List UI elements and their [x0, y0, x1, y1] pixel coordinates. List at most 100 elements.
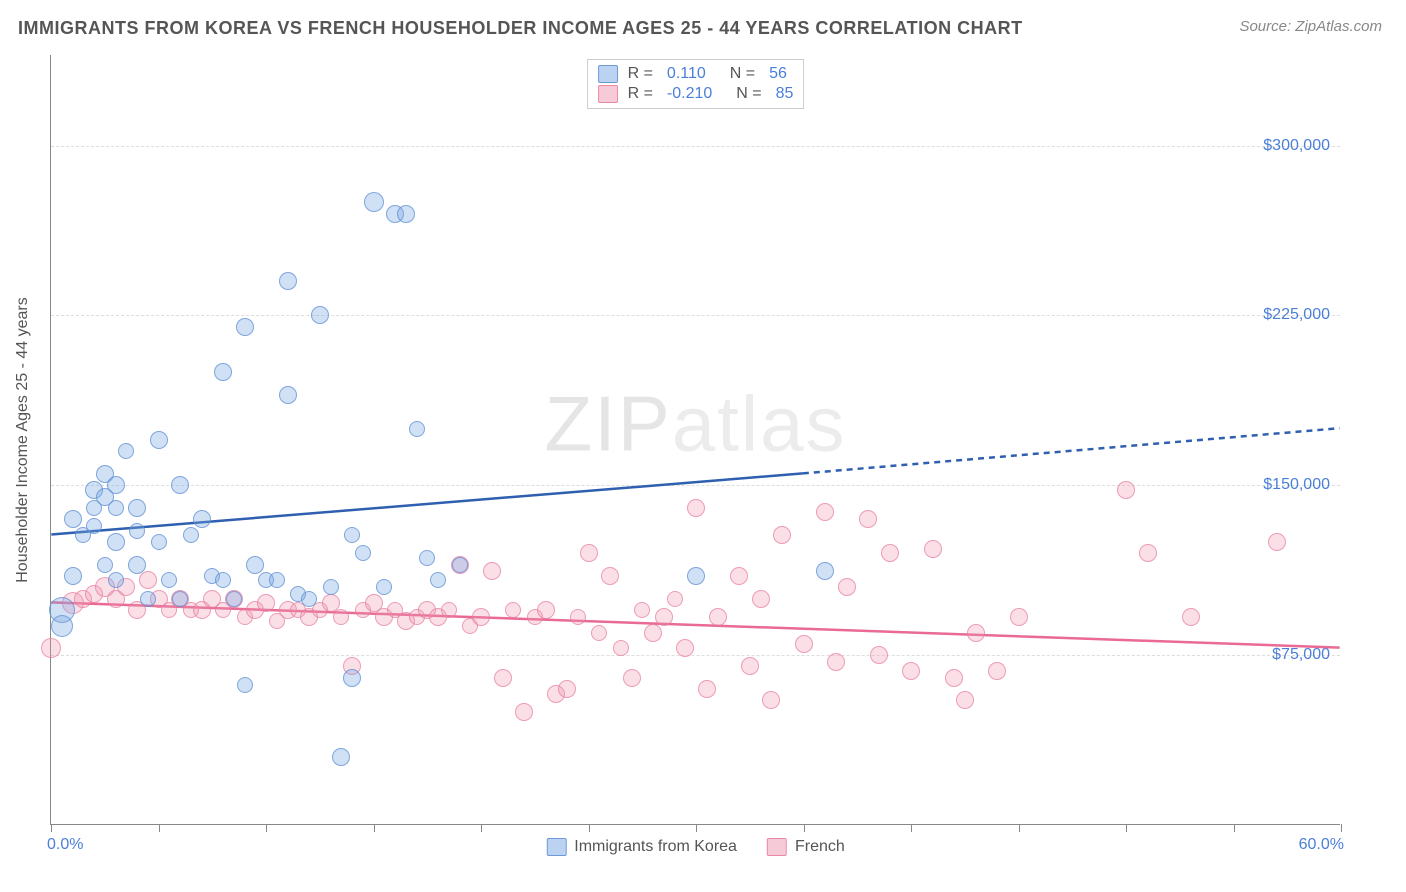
data-point [816, 503, 834, 521]
legend-r-pink: -0.210 [663, 85, 712, 103]
x-tick [1126, 824, 1127, 832]
data-point [676, 639, 694, 657]
legend-r-label: R = [628, 65, 653, 83]
data-point [128, 499, 146, 517]
x-tick [589, 824, 590, 832]
data-point [128, 556, 146, 574]
x-axis-min-label: 0.0% [47, 836, 83, 854]
data-point [1010, 608, 1028, 626]
data-point [452, 557, 468, 573]
data-point [237, 677, 253, 693]
data-point [902, 662, 920, 680]
data-point [193, 510, 211, 528]
data-point [1182, 608, 1200, 626]
data-point [161, 572, 177, 588]
data-point [623, 669, 641, 687]
legend-r-label: R = [628, 85, 653, 103]
legend-item-korea: Immigrants from Korea [546, 838, 737, 856]
x-tick [159, 824, 160, 832]
data-point [924, 540, 942, 558]
data-point [988, 662, 1006, 680]
data-point [279, 386, 297, 404]
data-point [1139, 544, 1157, 562]
correlation-legend: R = 0.110 N = 56 R = -0.210 N = 85 [587, 59, 805, 109]
gridline [51, 315, 1340, 316]
data-point [709, 608, 727, 626]
legend-n-label: N = [722, 85, 761, 103]
data-point [644, 624, 662, 642]
gridline [51, 485, 1340, 486]
gridline [51, 146, 1340, 147]
data-point [344, 527, 360, 543]
y-tick-label: $150,000 [1263, 476, 1330, 494]
legend-n-label: N = [716, 65, 755, 83]
data-point [172, 591, 188, 607]
data-point [397, 205, 415, 223]
data-point [118, 443, 134, 459]
data-point [311, 306, 329, 324]
legend-label-korea: Immigrants from Korea [574, 838, 737, 856]
data-point [364, 192, 384, 212]
data-point [64, 510, 82, 528]
data-point [323, 579, 339, 595]
x-tick [1019, 824, 1020, 832]
data-point [827, 653, 845, 671]
data-point [870, 646, 888, 664]
data-point [246, 556, 264, 574]
data-point [795, 635, 813, 653]
data-point [945, 669, 963, 687]
data-point [1117, 481, 1135, 499]
scatter-plot-area: Householder Income Ages 25 - 44 years ZI… [50, 55, 1340, 825]
y-axis-title: Householder Income Ages 25 - 44 years [14, 297, 32, 583]
data-point [655, 608, 673, 626]
data-point [139, 571, 157, 589]
data-point [355, 545, 371, 561]
swatch-blue-icon [546, 838, 566, 856]
data-point [601, 567, 619, 585]
data-point [967, 624, 985, 642]
data-point [301, 591, 317, 607]
data-point [580, 544, 598, 562]
x-tick [696, 824, 697, 832]
data-point [773, 526, 791, 544]
swatch-pink-icon [598, 85, 618, 103]
watermark: ZIPatlas [544, 379, 846, 470]
data-point [214, 363, 232, 381]
data-point [570, 609, 586, 625]
data-point [838, 578, 856, 596]
data-point [108, 572, 124, 588]
trend-line [803, 428, 1340, 473]
data-point [591, 625, 607, 641]
data-point [151, 534, 167, 550]
data-point [859, 510, 877, 528]
data-point [333, 609, 349, 625]
x-tick [374, 824, 375, 832]
y-tick-label: $75,000 [1272, 646, 1330, 664]
source-attribution: Source: ZipAtlas.com [1239, 18, 1382, 35]
data-point [140, 591, 156, 607]
data-point [107, 476, 125, 494]
swatch-pink-icon [767, 838, 787, 856]
data-point [183, 527, 199, 543]
data-point [236, 318, 254, 336]
data-point [483, 562, 501, 580]
data-point [956, 691, 974, 709]
data-point [762, 691, 780, 709]
data-point [41, 638, 61, 658]
data-point [698, 680, 716, 698]
x-tick [1234, 824, 1235, 832]
legend-item-french: French [767, 838, 845, 856]
data-point [537, 601, 555, 619]
data-point [667, 591, 683, 607]
data-point [97, 557, 113, 573]
data-point [472, 608, 490, 626]
legend-n-pink: 85 [772, 85, 794, 103]
data-point [494, 669, 512, 687]
data-point [171, 476, 189, 494]
data-point [741, 657, 759, 675]
x-tick [804, 824, 805, 832]
data-point [505, 602, 521, 618]
data-point [215, 572, 231, 588]
data-point [108, 500, 124, 516]
trendlines-svg [51, 55, 1340, 824]
